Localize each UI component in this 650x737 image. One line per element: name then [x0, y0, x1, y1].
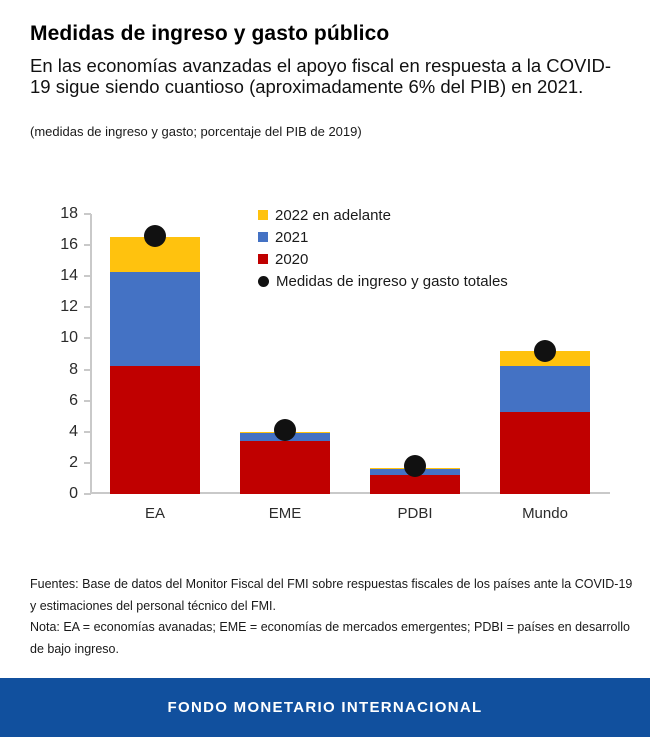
bar-segment-2020-EA: [110, 366, 200, 494]
y-axis-tick-label: 18: [60, 205, 78, 222]
x-axis-label-EA: EA: [144, 505, 165, 522]
total-dot-EA: [144, 224, 166, 247]
y-axis-tick: [84, 337, 91, 340]
fiscal-chart: 2022 en adelante 2021 2020 Medidas de ingre…: [0, 195, 650, 540]
y-axis-tick-label: 6: [69, 391, 78, 409]
bar-segment-2020-Mundo: [500, 411, 590, 494]
legend-item: Medidas de ingreso y gasto totales: [258, 270, 508, 292]
y-axis-tick-label: 0: [69, 485, 78, 502]
legend-label: Medidas de ingreso y gasto totales: [276, 272, 508, 290]
bar-segment-2020-PDBI: [370, 475, 460, 494]
legend-item: 2022 en adelante: [258, 204, 508, 226]
legend-swatch-2021: [258, 232, 268, 242]
footer-banner-label: FONDO MONETARIO INTERNACIONAL: [167, 699, 483, 716]
y-axis-tick-label: 4: [69, 422, 78, 440]
bar-segment-2021-Mundo: [500, 366, 590, 412]
y-axis-tick-label: 12: [60, 298, 78, 316]
y-axis-tick: [84, 399, 91, 402]
legend-total-dot-marker: [258, 275, 269, 287]
bar-segment-2020-EME: [240, 441, 330, 494]
chart-legend: 2022 en adelante 2021 2020 Medidas de ingre…: [258, 204, 508, 292]
abbreviations-note: Nota: EA = economías avanadas; EME = eco…: [30, 620, 630, 656]
bar-segment-2021-EA: [110, 271, 200, 367]
y-axis-tick-label: 8: [69, 360, 78, 378]
unit-note: (medidas de ingreso y gasto; porcentaje …: [30, 124, 362, 139]
total-dot-Mundo: [534, 339, 556, 362]
footnotes: Fuentes: Base de datos del Monitor Fisca…: [30, 574, 638, 660]
legend-swatch-2022-en-adelante: [258, 210, 268, 220]
legend-swatch-2020: [258, 254, 268, 264]
y-axis-tick-label: 16: [60, 236, 78, 254]
sources-note: Fuentes: Base de datos del Monitor Fisca…: [30, 577, 633, 613]
x-axis-label-Mundo: Mundo: [522, 505, 568, 522]
y-axis-tick: [84, 244, 91, 247]
y-axis-tick-label: 10: [60, 329, 78, 347]
y-axis-tick: [84, 461, 91, 464]
plot-area: [90, 214, 610, 494]
chart-subtitle: En las economías avanzadas el apoyo fisc…: [30, 55, 612, 97]
y-axis-tick: [84, 213, 91, 215]
y-axis-tick: [84, 306, 91, 309]
total-dot-EME: [274, 419, 296, 442]
y-axis-tick: [84, 430, 91, 433]
y-axis-tick: [84, 368, 91, 371]
y-axis-tick-label: 2: [69, 453, 78, 471]
y-axis-tick: [84, 275, 91, 278]
total-dot-PDBI: [404, 455, 426, 477]
y-axis-tick-label: 14: [60, 267, 78, 285]
x-axis-label-EME: EME: [268, 505, 302, 522]
legend-label: 2022 en adelante: [275, 206, 391, 224]
footer-banner: FONDO MONETARIO INTERNACIONAL: [0, 678, 650, 737]
legend-item: 2020: [258, 248, 508, 270]
legend-label: 2021: [275, 228, 309, 246]
y-axis-tick: [84, 493, 91, 495]
legend-item: 2021: [258, 226, 508, 248]
x-axis-label-PDBI: PDBI: [397, 505, 433, 522]
page-title: Medidas de ingreso y gasto público: [30, 22, 390, 45]
legend-label: 2020: [275, 250, 309, 268]
